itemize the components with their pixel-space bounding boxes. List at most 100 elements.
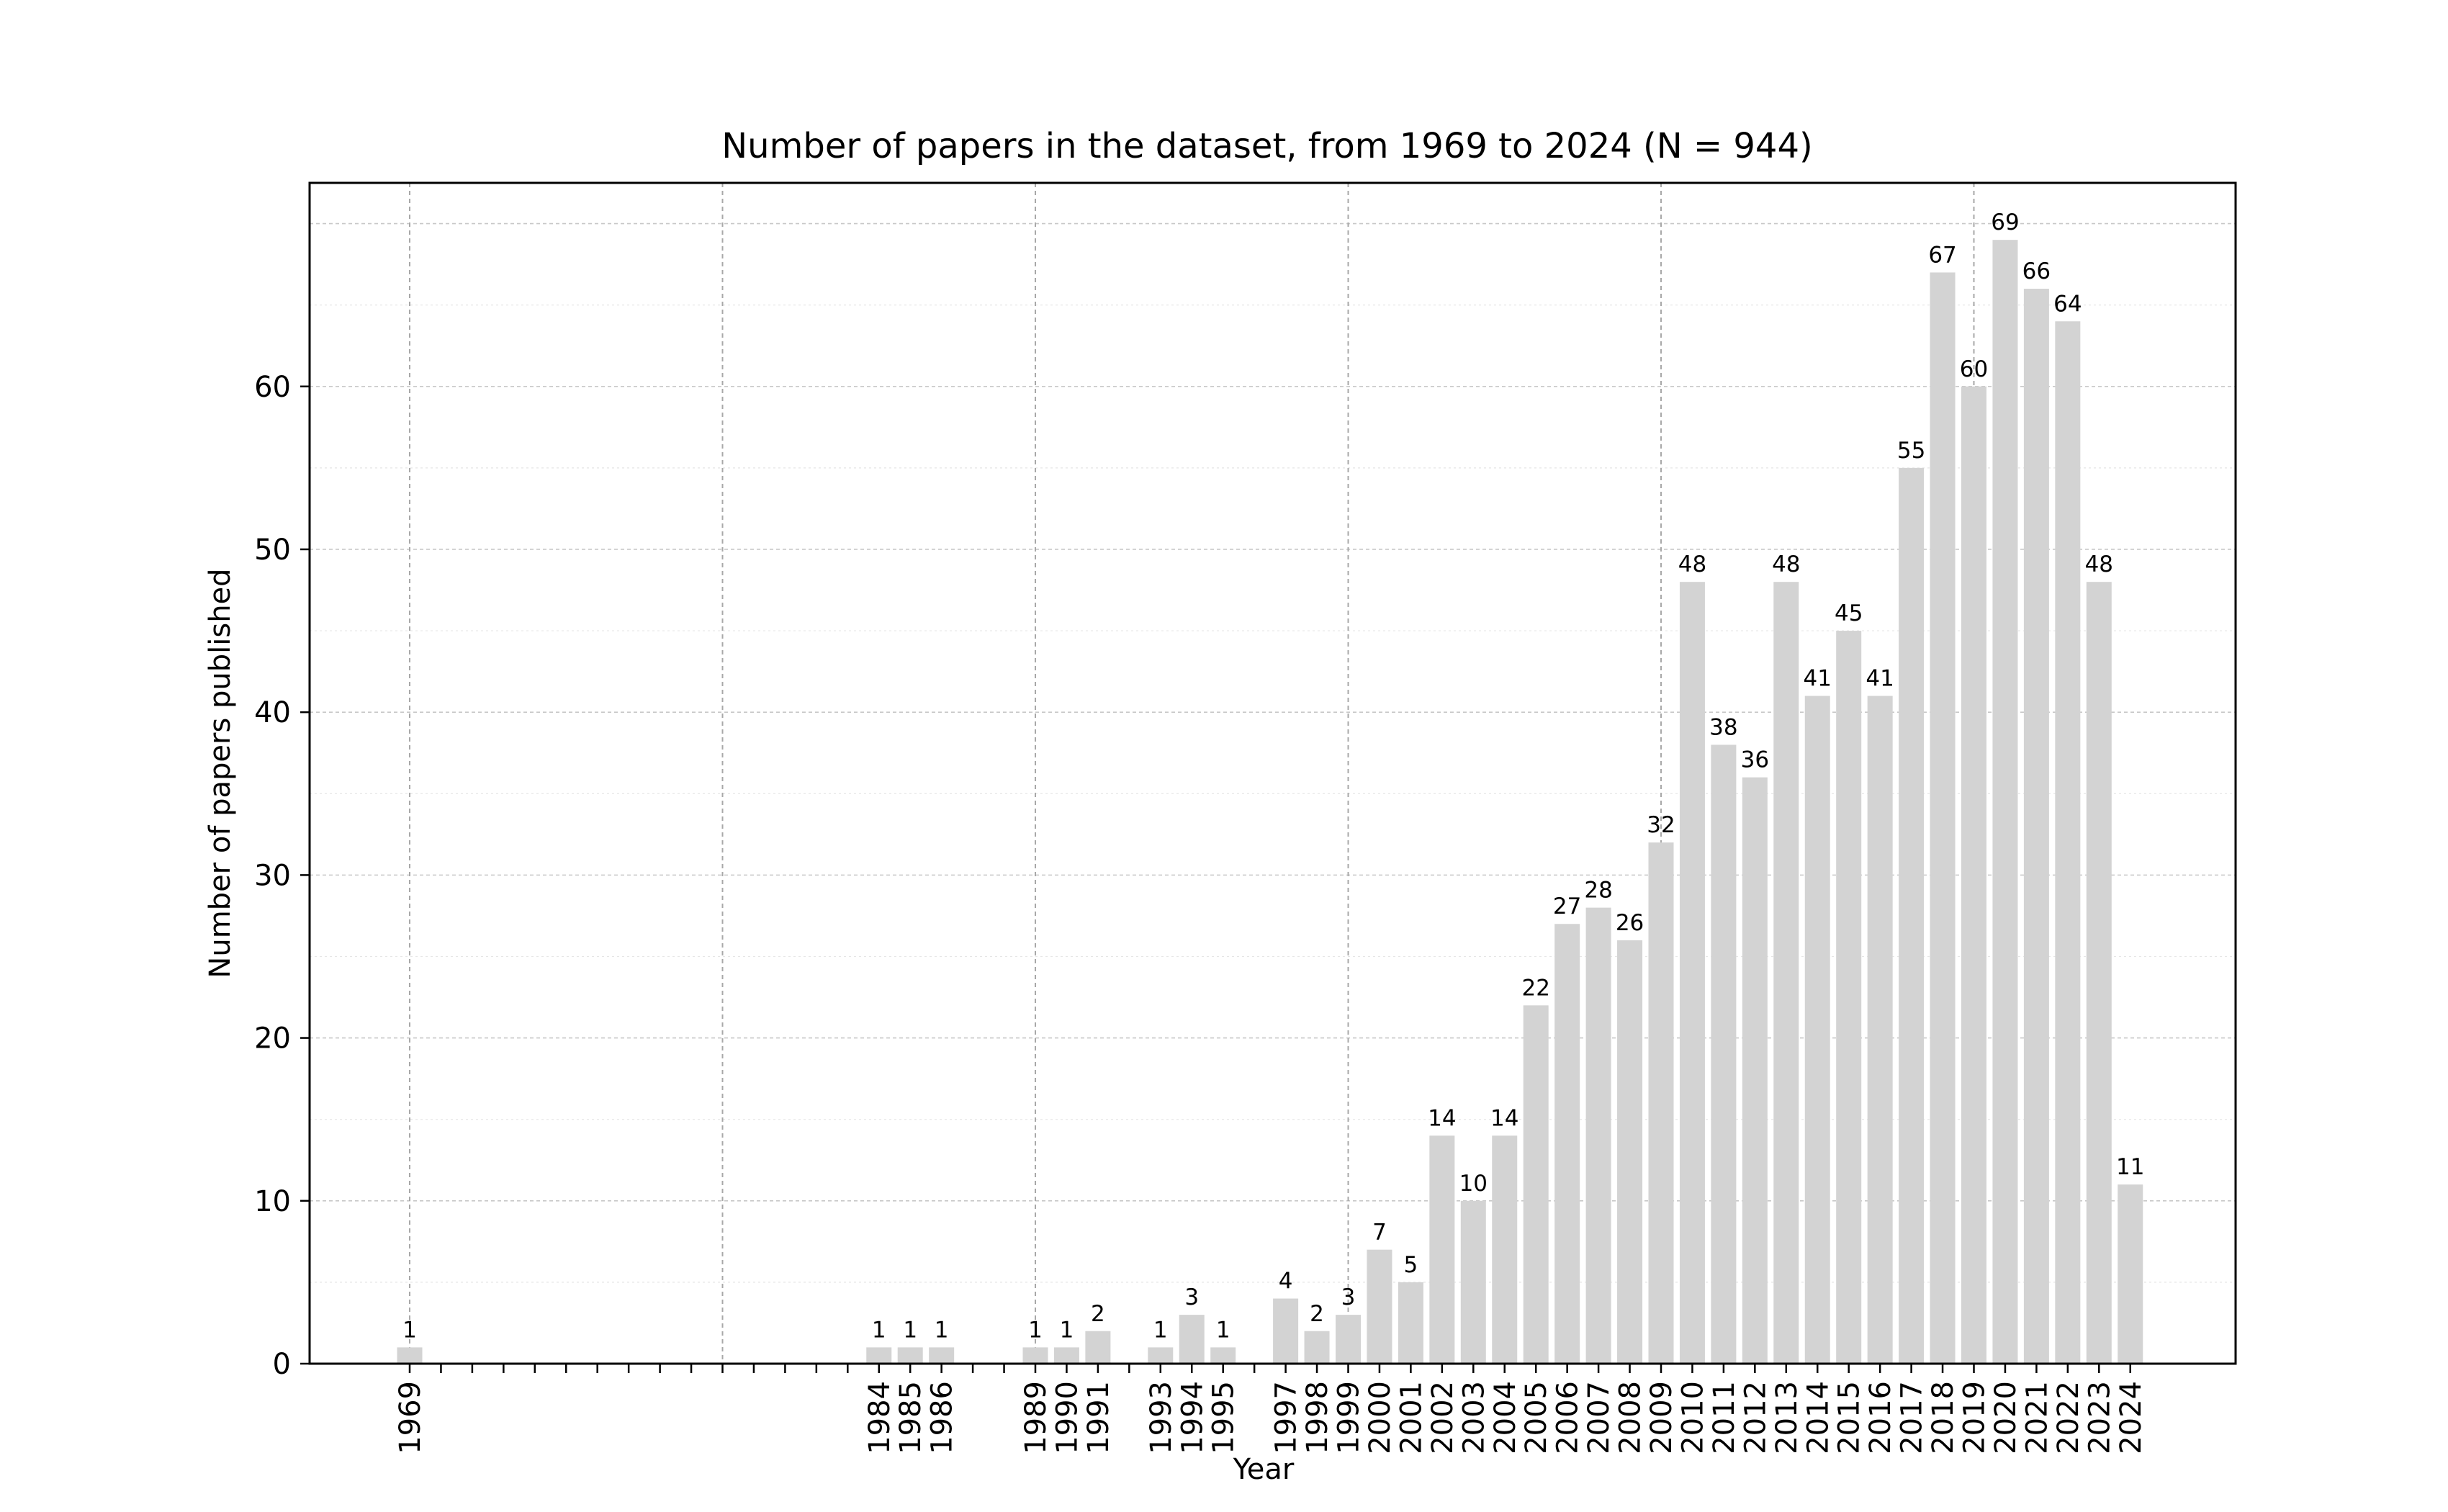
bar-1995: [1210, 1347, 1236, 1364]
bar-2006: [1554, 924, 1580, 1364]
bar-value-label-1993: 1: [1153, 1317, 1168, 1343]
bar-2013: [1773, 582, 1799, 1364]
bar-2007: [1586, 908, 1611, 1364]
bar-value-label-2015: 45: [1835, 600, 1863, 626]
bar-value-label-1984: 1: [872, 1317, 886, 1343]
bar-1991: [1085, 1331, 1110, 1364]
bar-value-label-1985: 1: [903, 1317, 917, 1343]
bar-value-label-1998: 2: [1310, 1301, 1324, 1327]
bar-2024: [2118, 1184, 2143, 1364]
bar-2023: [2087, 582, 2112, 1364]
x-tick-label-1991: 1991: [1082, 1381, 1115, 1454]
y-tick-label: 60: [254, 371, 291, 404]
y-tick-label: 20: [254, 1022, 291, 1056]
x-tick-label-1969: 1969: [394, 1381, 427, 1454]
decade-lines: [410, 183, 1974, 1364]
bar-2009: [1649, 842, 1674, 1364]
bar-1994: [1179, 1315, 1205, 1364]
bar-value-label-2018: 67: [1928, 242, 1956, 268]
bar-2003: [1461, 1201, 1486, 1364]
x-tick-label-2003: 2003: [1457, 1381, 1490, 1454]
x-tick-label-2013: 2013: [1770, 1381, 1804, 1454]
bar-2000: [1367, 1250, 1392, 1364]
x-axis-label: Year: [1224, 1453, 1303, 1486]
y-axis-ticks: 0 10 20 30 40 50 60: [254, 371, 310, 1381]
x-tick-label-2020: 2020: [1989, 1381, 2022, 1454]
bar-2020: [1992, 240, 2017, 1364]
bar-value-label-1997: 4: [1279, 1269, 1293, 1295]
bar-2019: [1961, 387, 1986, 1364]
bar-2011: [1711, 744, 1736, 1364]
y-tick-label: 0: [273, 1348, 291, 1381]
bar-1989: [1023, 1347, 1048, 1364]
x-tick-label-2000: 2000: [1364, 1381, 1397, 1454]
bar-value-label-2010: 48: [1678, 552, 1706, 577]
bar-2008: [1617, 940, 1642, 1364]
y-tick-label: 50: [254, 534, 291, 567]
x-tick-label-1984: 1984: [863, 1381, 896, 1454]
x-tick-label-1998: 1998: [1301, 1381, 1334, 1454]
bar-value-label-2020: 69: [1991, 210, 2019, 235]
x-tick-label-2015: 2015: [1833, 1381, 1866, 1454]
y-tick-label: 10: [254, 1185, 291, 1218]
bar-2012: [1742, 778, 1768, 1364]
bar-value-label-2008: 26: [1616, 910, 1644, 936]
bar-value-label-1989: 1: [1028, 1317, 1043, 1343]
bar-value-label-2012: 36: [1741, 747, 1769, 773]
x-tick-label-1999: 1999: [1333, 1381, 1366, 1454]
bar-value-label-1994: 3: [1184, 1284, 1199, 1310]
x-tick-label-2009: 2009: [1645, 1381, 1678, 1454]
x-tick-label-1986: 1986: [926, 1381, 959, 1454]
bar-2002: [1429, 1135, 1454, 1364]
x-tick-label-2018: 2018: [1927, 1381, 1960, 1454]
bar-2004: [1492, 1135, 1517, 1364]
bar-value-label-2019: 60: [1960, 356, 1988, 382]
x-tick-label-2001: 2001: [1395, 1381, 1428, 1454]
bar-1984: [866, 1347, 891, 1364]
bar-1997: [1273, 1299, 1298, 1364]
x-tick-label-2005: 2005: [1520, 1381, 1553, 1454]
x-tick-label-2021: 2021: [2020, 1381, 2053, 1454]
bar-value-label-1990: 1: [1060, 1317, 1074, 1343]
bar-value-label-2007: 28: [1584, 878, 1612, 904]
bar-value-label-2011: 38: [1709, 714, 1737, 740]
bar-value-label-2016: 41: [1866, 666, 1894, 692]
bars: [397, 240, 2143, 1364]
x-tick-label-1985: 1985: [894, 1381, 927, 1454]
x-tick-label-2006: 2006: [1552, 1381, 1585, 1454]
bar-2015: [1836, 631, 1861, 1364]
bar-value-label-2017: 55: [1897, 438, 1925, 464]
bar-2014: [1805, 696, 1830, 1364]
bar-value-label-1995: 1: [1216, 1317, 1230, 1343]
bar-value-label-2023: 48: [2085, 552, 2113, 577]
x-tick-label-1990: 1990: [1050, 1381, 1084, 1454]
x-tick-label-1994: 1994: [1176, 1381, 1209, 1454]
bar-2021: [2024, 289, 2049, 1364]
x-tick-label-2002: 2002: [1426, 1381, 1459, 1454]
bar-value-label-2021: 66: [2022, 258, 2051, 284]
bar-value-label-2022: 64: [2053, 291, 2082, 317]
bar-2022: [2055, 321, 2080, 1364]
chart-title: Number of papers in the dataset, from 19…: [0, 126, 2448, 166]
bar-value-label-1986: 1: [935, 1317, 949, 1343]
x-tick-label-1989: 1989: [1020, 1381, 1053, 1454]
bar-value-label-2013: 48: [1772, 552, 1800, 577]
x-tick-label-2012: 2012: [1739, 1381, 1772, 1454]
bar-value-label-2004: 14: [1490, 1105, 1518, 1131]
bar-1990: [1054, 1347, 1079, 1364]
bar-value-label-2000: 7: [1372, 1220, 1387, 1246]
x-tick-label-2017: 2017: [1896, 1381, 1929, 1454]
x-tick-label-2008: 2008: [1614, 1381, 1647, 1454]
bar-1998: [1305, 1331, 1330, 1364]
bar-2017: [1899, 468, 1924, 1364]
x-tick-label-2004: 2004: [1489, 1381, 1522, 1454]
x-tick-label-2014: 2014: [1801, 1381, 1835, 1454]
x-tick-label-2022: 2022: [2052, 1381, 2085, 1454]
bar-2010: [1680, 582, 1705, 1364]
x-tick-label-2023: 2023: [2083, 1381, 2116, 1454]
x-tick-label-1997: 1997: [1270, 1381, 1303, 1454]
bar-value-label-1991: 2: [1091, 1301, 1105, 1327]
x-tick-label-1995: 1995: [1207, 1381, 1241, 1454]
x-tick-label-2016: 2016: [1864, 1381, 1897, 1454]
